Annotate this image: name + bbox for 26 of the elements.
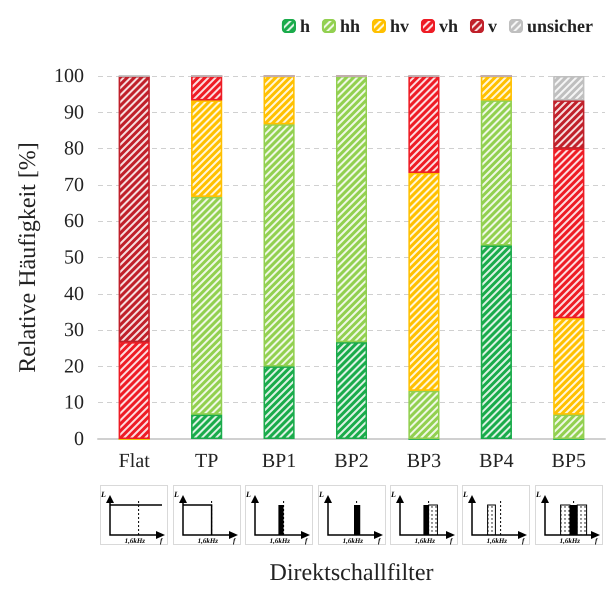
x-tick-label: BP2	[334, 450, 369, 472]
y-tick-label: 80	[64, 138, 84, 160]
y-tick-label: 10	[64, 392, 84, 414]
y-tick-label: 0	[74, 428, 84, 450]
x-axis-title: Direktschallfilter	[270, 560, 434, 586]
x-tick-label: BP5	[552, 450, 586, 472]
x-tick-label: TP	[194, 450, 218, 472]
x-tick-label: BP1	[262, 450, 296, 472]
y-tick-label: 60	[64, 210, 84, 232]
x-tick-label: BP4	[479, 450, 514, 472]
y-tick-label: 40	[64, 282, 84, 305]
y-tick-label: 70	[64, 174, 84, 196]
legend-label: vh	[438, 16, 458, 36]
legend-label: v	[488, 16, 497, 36]
y-tick-label: 90	[64, 101, 84, 124]
legend-label: h	[300, 16, 310, 36]
legend-label: hv	[390, 16, 409, 36]
y-tick-label: 100	[54, 65, 84, 87]
y-tick-label: 30	[64, 319, 84, 342]
legend-label: hh	[340, 16, 360, 36]
y-axis-title: Relative Häufigkeit [%]	[15, 142, 41, 373]
legend-label: unsicher	[526, 16, 594, 36]
y-tick-label: 20	[64, 355, 84, 378]
x-tick-label: Flat	[118, 450, 150, 472]
x-tick-label: BP3	[406, 450, 442, 472]
y-tick-label: 50	[64, 246, 84, 268]
